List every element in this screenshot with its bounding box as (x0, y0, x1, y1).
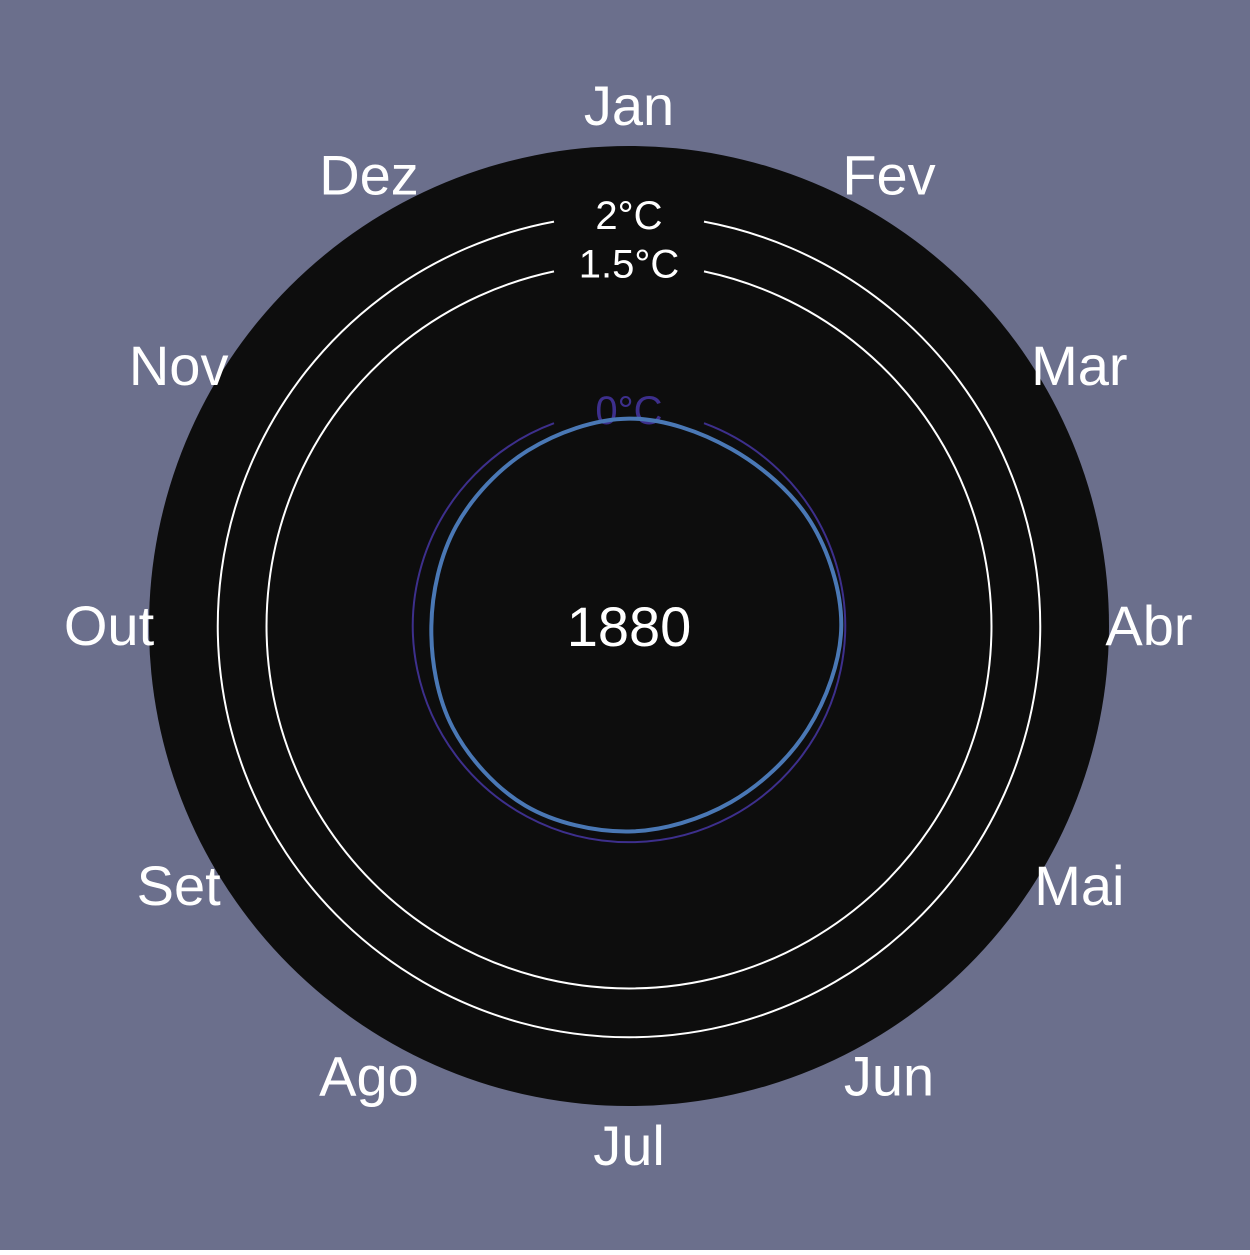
reference-ring-label-0: 2°C (595, 194, 662, 238)
month-label-ago: Ago (319, 1044, 419, 1107)
reference-ring-1 (265, 270, 993, 990)
month-label-nov: Nov (129, 334, 229, 397)
month-label-fev: Fev (842, 144, 935, 207)
reference-rings (216, 220, 1042, 1039)
month-labels: Jan Fev Mar Abr Mai Jun Jul Ago Set Out Nov Dez (64, 74, 1193, 1177)
month-label-jan: Jan (584, 74, 674, 137)
reference-ring-labels: 2°C 1.5°C 0°C (579, 194, 680, 433)
month-label-dez: Dez (319, 144, 419, 207)
series-lines (429, 416, 844, 834)
reference-ring-label-1: 1.5°C (579, 243, 680, 287)
center-year-label: 1880 (567, 595, 692, 658)
series-line-0 (429, 416, 844, 834)
month-label-mar: Mar (1031, 334, 1127, 397)
month-label-jul: Jul (593, 1114, 665, 1177)
reference-ring-0 (216, 220, 1042, 1039)
reference-ring-label-2: 0°C (595, 389, 662, 433)
plot-panel (149, 146, 1109, 1106)
month-label-mai: Mai (1034, 854, 1124, 917)
month-label-out: Out (64, 594, 155, 657)
month-label-set: Set (137, 854, 221, 917)
reference-ring-2 (411, 422, 847, 844)
month-label-jun: Jun (844, 1044, 934, 1107)
month-label-abr: Abr (1105, 594, 1192, 657)
